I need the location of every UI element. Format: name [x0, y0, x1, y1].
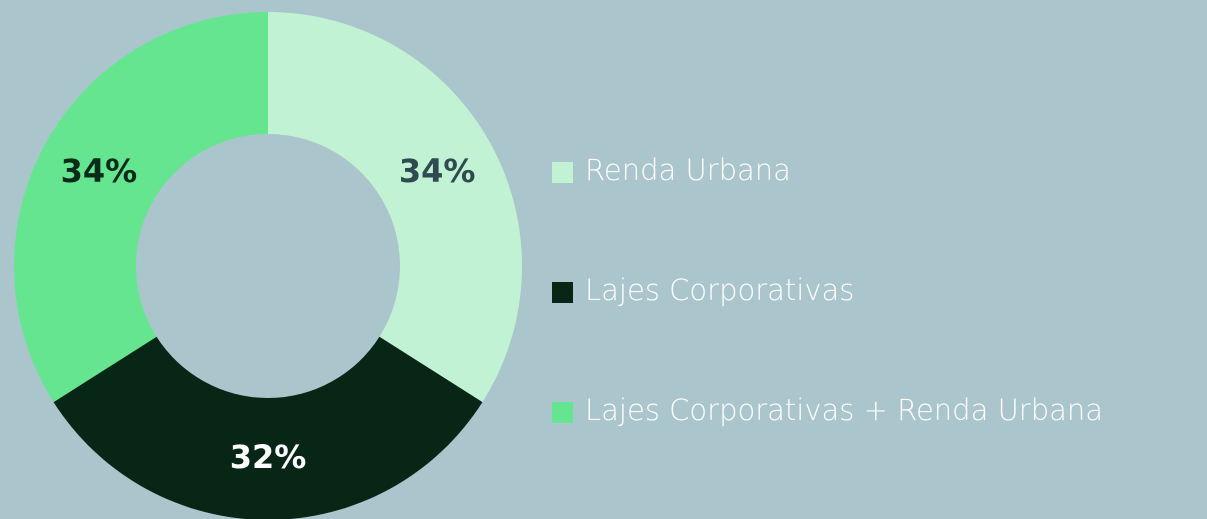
donut-slice	[53, 336, 483, 519]
legend-label: Lajes Corporativas	[585, 273, 854, 307]
data-label: 34%	[399, 152, 476, 190]
legend-swatch	[552, 282, 573, 303]
legend-label: Lajes Corporativas + Renda Urbana	[585, 393, 1103, 427]
data-label: 34%	[61, 152, 138, 190]
data-label: 32%	[230, 438, 307, 476]
donut-slice	[13, 12, 268, 403]
legend-swatch	[552, 402, 573, 423]
legend-label: Renda Urbana	[585, 153, 791, 187]
legend-swatch	[552, 162, 573, 183]
donut-slice	[268, 12, 522, 403]
